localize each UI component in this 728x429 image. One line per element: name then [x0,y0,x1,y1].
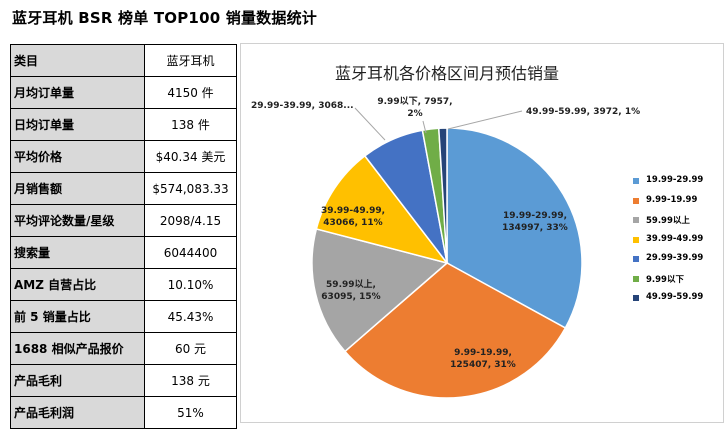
row-label: 搜索量 [10,236,145,269]
table-row: 前 5 销量占比 45.43% [10,300,237,333]
row-label: 平均价格 [10,140,145,173]
data-label: 59.99以上, [326,278,376,290]
table-row: 类目 蓝牙耳机 [10,44,237,77]
row-value: 蓝牙耳机 [144,44,237,77]
pie-slice [315,154,449,265]
row-value: 4150 件 [144,76,237,109]
data-label: 19.99-29.99, [503,211,567,221]
chart-title: 蓝牙耳机各价格区间月预估销量 [335,64,559,83]
legend-swatch [633,295,639,301]
table-row: 产品毛利润 51% [10,396,237,429]
legend-swatch [633,236,639,243]
legend-label: 9.99-19.99 [646,194,698,205]
row-label: 月均订单量 [10,76,145,109]
data-label: 63095, 15% [321,292,380,302]
legend-swatch [633,275,639,282]
table-row: 平均评论数量/星级 2098/4.15 [10,204,237,237]
row-value: 45.43% [144,300,237,333]
row-label: 平均评论数量/星级 [10,204,145,237]
legend-label: 49.99-59.99 [646,292,704,302]
page-title: 蓝牙耳机 BSR 榜单 TOP100 销量数据统计 [12,9,317,27]
leader-line [447,110,523,130]
data-label: 9.99以下, 7957, [377,96,452,107]
data-label: 43066, 11% [323,218,382,228]
legend-label: 29.99-39.99 [646,253,704,263]
table-row: 月销售额 $574,083.33 [10,172,237,205]
data-label: 125407, 31% [450,360,516,370]
legend-label: 39.99-49.99 [646,233,704,244]
row-value: $574,083.33 [144,172,237,205]
legend-swatch [633,256,639,262]
row-label: 月销售额 [10,172,145,205]
table-row: 1688 相似产品报价 60 元 [10,332,237,365]
row-label: 前 5 销量占比 [10,300,145,333]
row-value: 51% [144,396,237,429]
data-label: 39.99-49.99, [321,206,385,216]
leader-line [422,120,427,134]
pie-slice [311,228,449,353]
legend-label: 9.99以下 [646,274,684,285]
legend-swatch [633,217,639,223]
row-value: 60 元 [144,332,237,365]
row-label: 1688 相似产品报价 [10,332,145,365]
data-label: 49.99-59.99, 3972, 1% [526,107,640,117]
row-label: 产品毛利润 [10,396,145,429]
data-label: 9.99-19.99, [454,348,512,358]
pie-slice [437,127,448,264]
row-value: 10.10% [144,268,237,301]
table-row: 搜索量 6044400 [10,236,237,269]
row-label: 产品毛利 [10,364,145,397]
data-label: 2% [407,109,422,119]
pie-slice [343,262,567,399]
row-value: 138 元 [144,364,237,397]
stats-table: 类目 蓝牙耳机 月均订单量 4150 件日均订单量 138 件平均价格 $40.34 美元… [10,44,237,429]
legend-swatch [633,197,639,204]
pie-slice [446,127,583,329]
leader-line [354,107,386,141]
row-label: 日均订单量 [10,108,145,141]
table-row: 月均订单量 4150 件 [10,76,237,109]
row-value: $40.34 美元 [144,140,237,173]
legend-label: 19.99-29.99 [646,175,704,185]
legend-swatch [633,178,639,184]
legend-label: 59.99以上 [646,216,690,226]
table-row: 平均价格 $40.34 美元 [10,140,237,173]
data-label: 134997, 33% [502,223,568,233]
table-row: 产品毛利 138 元 [10,364,237,397]
data-label: 29.99-39.99, 3068... [251,101,354,111]
